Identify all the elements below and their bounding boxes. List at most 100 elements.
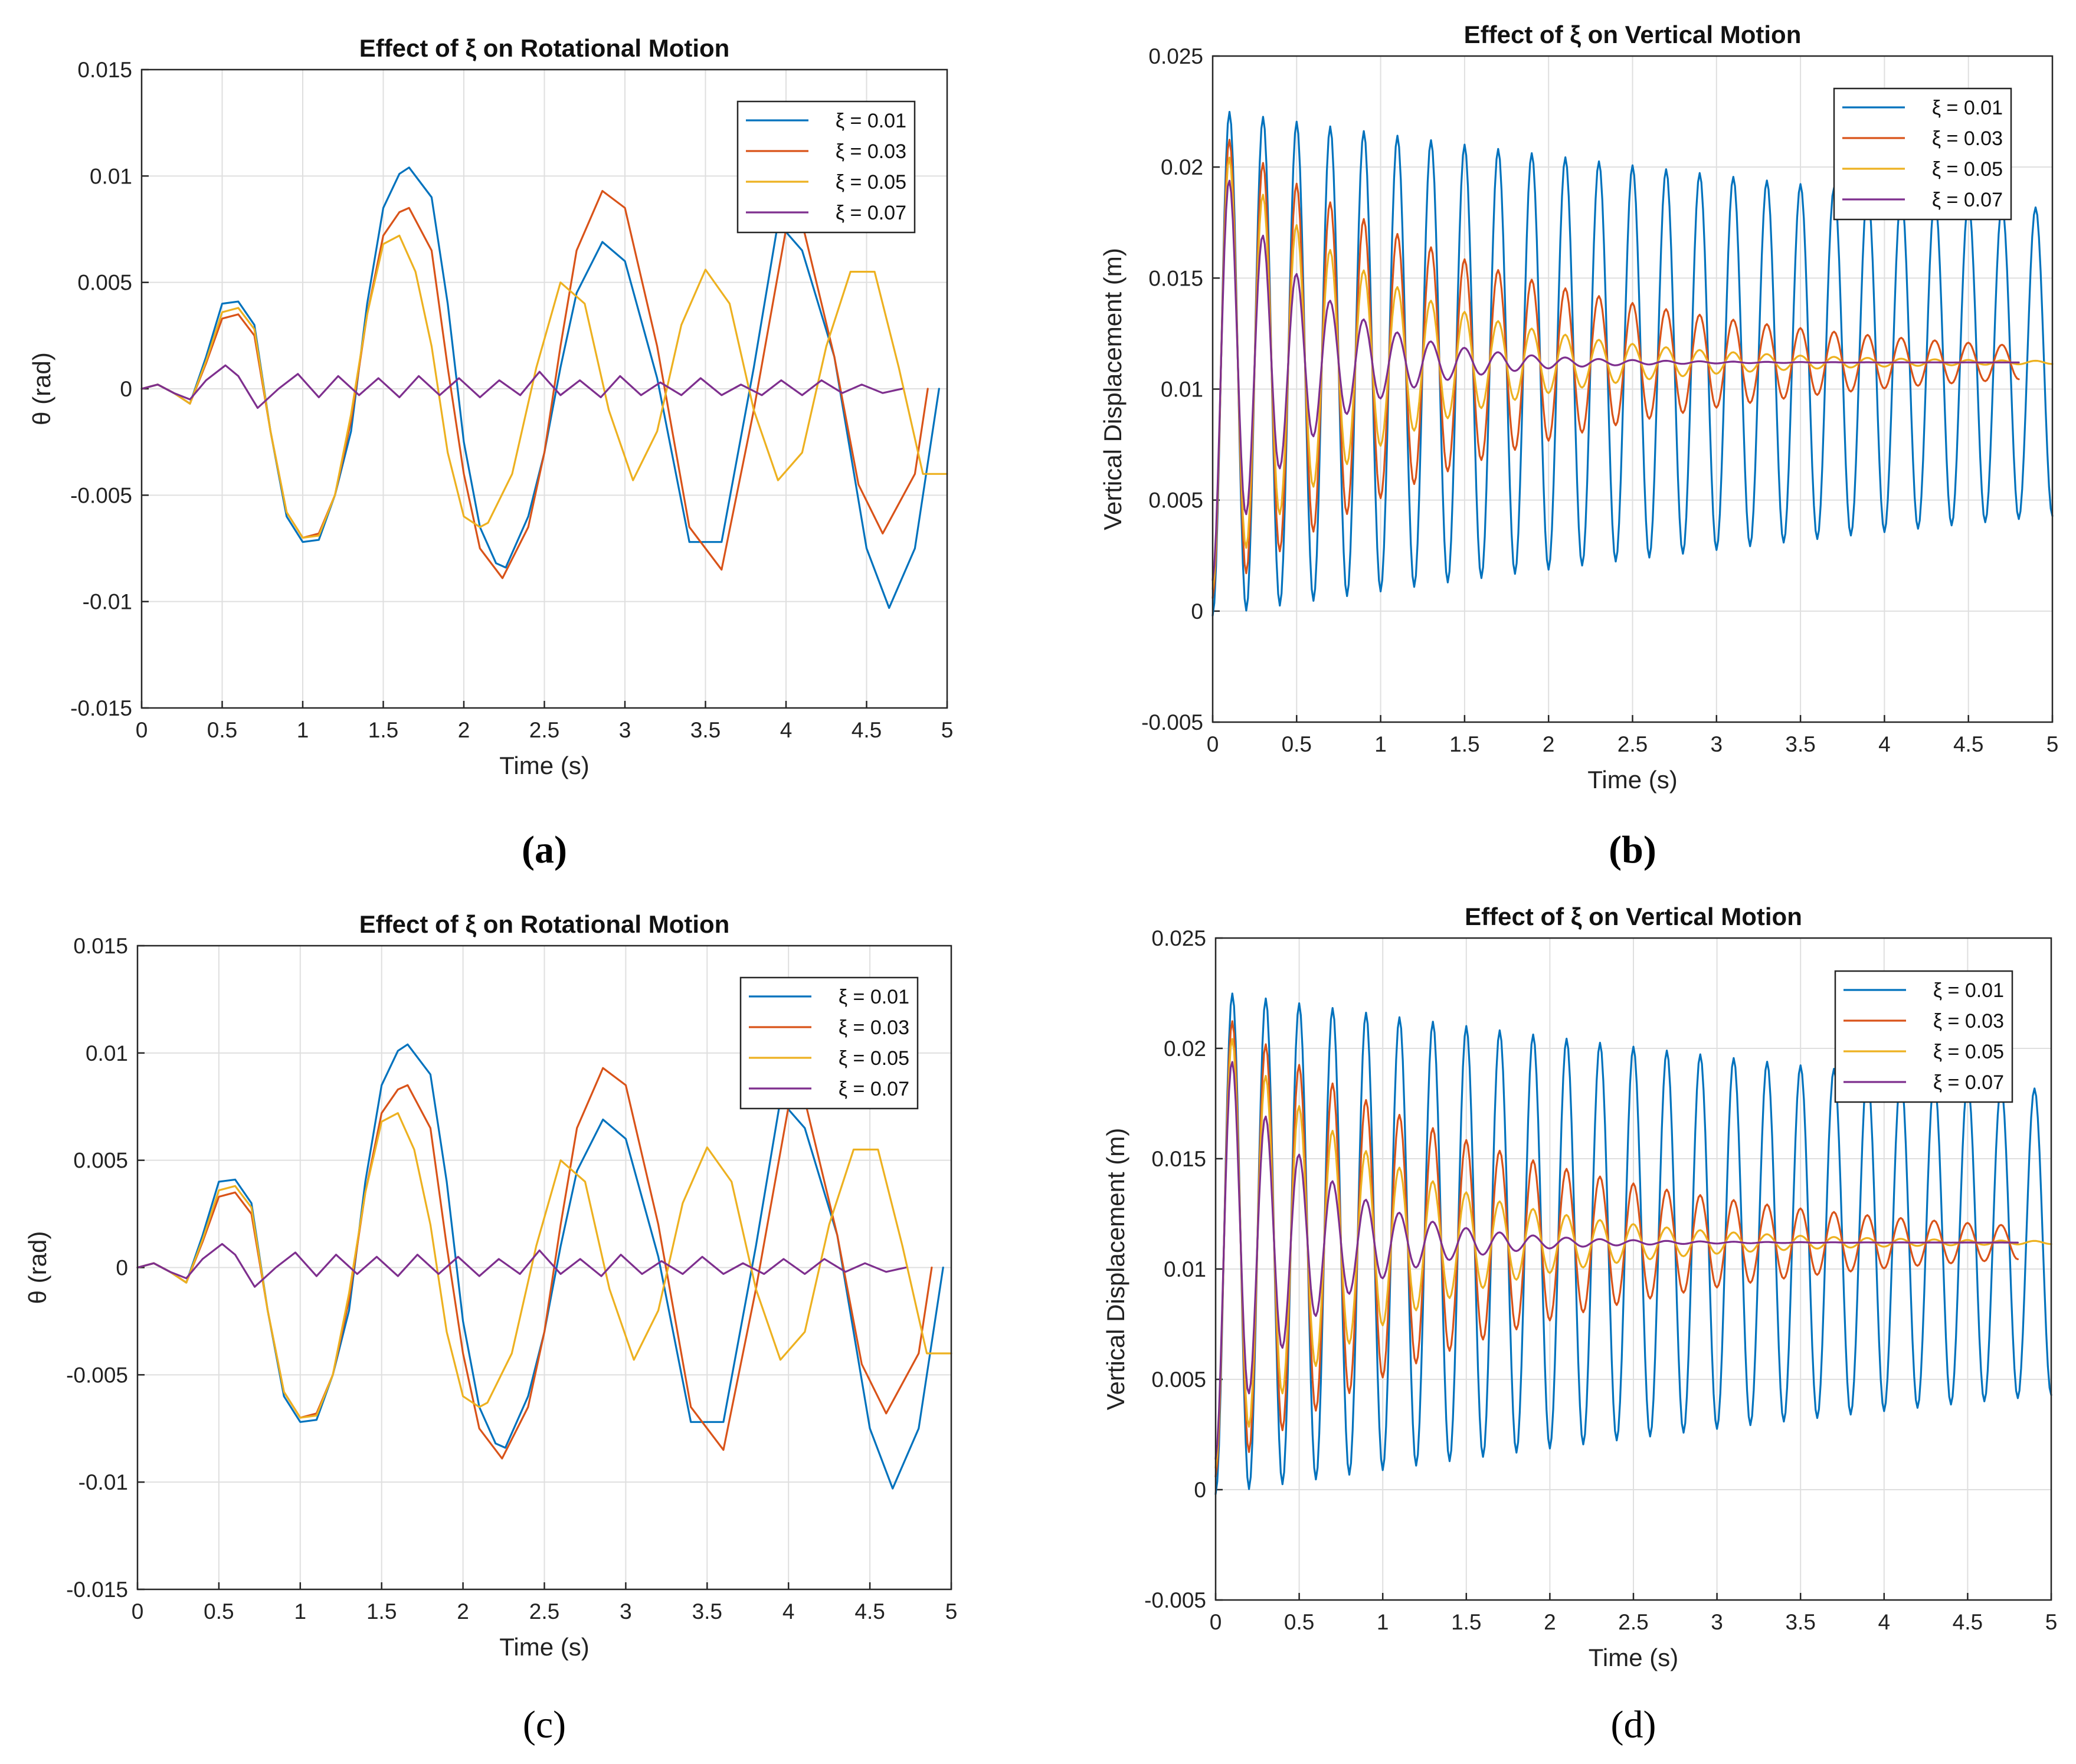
- x-tick-label: 0: [132, 1599, 144, 1624]
- x-tick-label: 2.5: [529, 1599, 559, 1624]
- x-tick-label: 3: [1711, 732, 1723, 756]
- x-tick-label: 1: [297, 718, 309, 742]
- x-tick-label: 4.5: [852, 718, 882, 742]
- y-tick-label: 0.025: [1151, 926, 1206, 950]
- series-line-2: [1211, 139, 2020, 599]
- legend-label-2: ξ = 0.03: [1933, 1010, 2004, 1032]
- y-tick-label: 0.025: [1148, 44, 1203, 68]
- x-tick-label: 1.5: [1449, 732, 1479, 756]
- x-tick-label: 4: [1878, 732, 1891, 756]
- series-line-2: [1214, 1020, 2019, 1478]
- y-tick-label: 0.005: [1148, 488, 1203, 513]
- y-tick-label: 0.005: [1151, 1368, 1206, 1392]
- panel-caption: (a): [522, 828, 567, 871]
- legend-label-3: ξ = 0.05: [836, 171, 906, 194]
- x-tick-label: 3: [620, 1599, 632, 1624]
- legend-label-3: ξ = 0.05: [839, 1047, 909, 1070]
- y-tick-label: 0.015: [73, 934, 128, 958]
- y-tick-label: 0.02: [1161, 155, 1203, 179]
- x-tick-label: 1: [1377, 1610, 1389, 1634]
- legend: ξ = 0.01 ξ = 0.03 ξ = 0.05 ξ = 0.07: [1834, 970, 2013, 1103]
- y-tick-label: 0: [120, 377, 132, 401]
- x-tick-label: 5: [945, 1599, 958, 1624]
- chart-title: Effect of ξ on Rotational Motion: [359, 34, 730, 62]
- x-tick-label: 4.5: [1953, 732, 1983, 756]
- legend-label-1: ξ = 0.01: [839, 986, 909, 1008]
- y-tick-label: 0.01: [1161, 378, 1203, 402]
- x-tick-label: 0.5: [1284, 1610, 1314, 1634]
- chart-title: Effect of ξ on Rotational Motion: [359, 910, 730, 938]
- y-tick-label: 0: [116, 1256, 128, 1280]
- x-tick-label: 4.5: [1953, 1610, 1983, 1634]
- legend-box: [1833, 87, 2012, 221]
- series-line-3: [1211, 156, 2054, 590]
- y-tick-label: 0.015: [1148, 266, 1203, 290]
- y-tick-label: 0.015: [1151, 1147, 1206, 1171]
- x-tick-label: 4: [782, 1599, 795, 1624]
- x-tick-label: 5: [2046, 732, 2059, 756]
- y-axis-label: θ (rad): [28, 352, 55, 425]
- x-tick-label: 5: [2045, 1610, 2058, 1634]
- x-tick-label: 4: [1878, 1610, 1891, 1634]
- y-tick-label: 0.015: [77, 58, 132, 82]
- y-tick-label: -0.015: [66, 1578, 128, 1602]
- legend: ξ = 0.01 ξ = 0.03 ξ = 0.05 ξ = 0.07: [1833, 87, 2012, 221]
- series-line-1: [1214, 992, 2052, 1496]
- x-tick-label: 1: [1374, 732, 1387, 756]
- series-line-3: [140, 234, 948, 539]
- x-tick-label: 2: [458, 718, 470, 742]
- legend-label-1: ξ = 0.01: [836, 110, 906, 132]
- x-tick-label: 1.5: [366, 1599, 397, 1624]
- legend-label-4: ξ = 0.07: [1932, 189, 2003, 211]
- y-tick-label: 0.01: [1164, 1257, 1206, 1281]
- legend-label-1: ξ = 0.01: [1932, 97, 2003, 119]
- y-tick-label: 0: [1194, 1478, 1206, 1502]
- y-tick-label: -0.005: [66, 1363, 128, 1387]
- x-tick-label: 3: [619, 718, 631, 742]
- legend-label-2: ξ = 0.03: [1932, 127, 2003, 150]
- series-line-3: [136, 1112, 952, 1419]
- y-tick-label: -0.005: [70, 483, 132, 507]
- y-tick-label: -0.005: [1144, 1588, 1206, 1612]
- axes-frame: [140, 68, 948, 709]
- x-tick-label: 1.5: [1451, 1610, 1481, 1634]
- legend-box: [736, 100, 916, 234]
- series-line-4: [136, 1242, 907, 1288]
- series-line-1: [140, 166, 940, 609]
- x-tick-label: 1: [294, 1599, 307, 1624]
- legend-box: [739, 976, 919, 1110]
- x-axis-label: Time (s): [499, 752, 589, 779]
- panel-caption: (c): [523, 1703, 566, 1746]
- chart-title: Effect of ξ on Vertical Motion: [1465, 903, 1802, 930]
- x-axis-label: Time (s): [499, 1633, 589, 1661]
- x-tick-label: 0.5: [207, 718, 237, 742]
- x-tick-label: 0: [1207, 732, 1219, 756]
- x-tick-label: 3.5: [1785, 732, 1815, 756]
- x-tick-label: 0.5: [204, 1599, 234, 1624]
- y-tick-label: -0.01: [78, 1470, 128, 1494]
- x-tick-label: 4.5: [854, 1599, 885, 1624]
- x-tick-label: 2: [1544, 1610, 1556, 1634]
- x-tick-label: 2: [457, 1599, 469, 1624]
- panel-caption: (b): [1609, 828, 1656, 871]
- x-tick-label: 3.5: [692, 1599, 722, 1624]
- x-axis-label: Time (s): [1587, 766, 1677, 794]
- x-axis-label: Time (s): [1589, 1644, 1678, 1671]
- y-tick-label: 0: [1191, 599, 1203, 624]
- legend-label-3: ξ = 0.05: [1932, 158, 2003, 181]
- legend-label-3: ξ = 0.05: [1933, 1041, 2004, 1063]
- x-tick-label: 3: [1711, 1610, 1723, 1634]
- x-tick-label: 4: [780, 718, 793, 742]
- x-tick-label: 0: [1210, 1610, 1222, 1634]
- chart-panel-b: 0 0.5 1 1.5 2 2.5 3 3.5 4 4.5 5-0.00500.0050.010.0…: [1099, 21, 2058, 871]
- x-tick-label: 2.5: [1618, 1610, 1648, 1634]
- legend-label-1: ξ = 0.01: [1933, 979, 2004, 1002]
- axes-frame: [1214, 937, 2052, 1601]
- y-axis-label: Vertical Displacement (m): [1099, 248, 1127, 530]
- x-tick-label: 2.5: [529, 718, 559, 742]
- axes-frame: [1211, 55, 2054, 723]
- series-line-4: [1214, 1061, 2019, 1460]
- x-tick-label: 2.5: [1617, 732, 1648, 756]
- x-tick-label: 3.5: [690, 718, 721, 742]
